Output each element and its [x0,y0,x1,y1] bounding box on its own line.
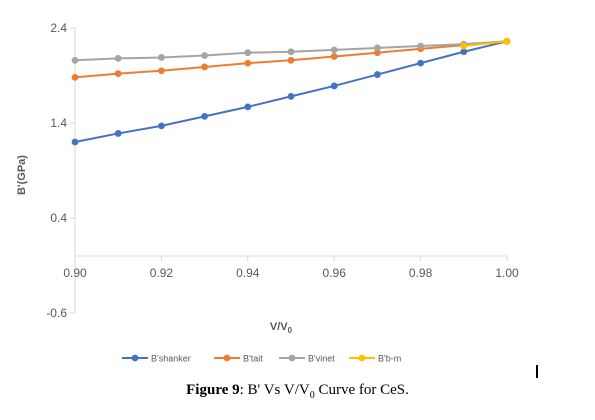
legend-marker [288,354,296,362]
data-point [287,56,295,64]
data-point [201,112,209,120]
x-axis-title-sub: 0 [288,326,293,335]
y-tick-label: 0.4 [50,211,67,225]
data-point [244,103,252,111]
x-axis-title: V/V0 [270,321,293,335]
data-point [158,67,165,75]
legend-marker [131,354,139,362]
data-point [417,42,424,50]
data-point [417,59,424,67]
legend-label: B'tait [243,354,263,364]
x-tick-label: 0.94 [236,266,260,280]
x-tick-label: 0.92 [150,266,174,280]
data-point [330,53,338,60]
figure-caption: Figure 9: B' Vs V/V0 Curve for CeS. [0,382,595,401]
text-cursor [536,365,538,378]
caption-text: : B' Vs V/V [239,382,310,398]
data-point [114,70,122,77]
data-point [287,48,295,56]
data-point [244,49,252,57]
caption-rest: Curve for CeS. [314,382,409,398]
data-point [114,55,122,62]
legend: B'shanker B'tait B'vinet B'b-m [122,354,401,364]
data-point [158,122,165,130]
data-point [201,52,209,59]
x-tick-label: 0.90 [63,266,87,280]
data-point [201,63,209,71]
data-point [460,42,468,50]
series-lines [71,37,511,146]
y-tick-label: 1.4 [50,116,67,130]
x-tick-label: 0.96 [323,266,347,280]
x-tick-label: 1.00 [495,266,519,280]
series-line-3 [463,40,508,48]
legend-label: B'b-m [378,354,401,364]
x-tick-labels: 0.90 0.92 0.94 0.96 0.98 1.00 [63,256,519,280]
caption-label: Figure 9 [186,382,240,398]
y-tick-label: -0.6 [46,306,67,320]
data-point [244,59,252,67]
data-point [158,54,165,61]
data-point [460,48,468,56]
data-point [71,56,79,64]
data-point [114,130,122,137]
legend-marker [223,354,231,362]
data-point [71,138,79,146]
y-tick-label: 2.4 [50,21,67,35]
data-point [287,93,295,100]
data-point [330,46,338,54]
data-point [330,82,338,90]
data-point [503,37,511,45]
x-tick-label: 0.98 [409,266,433,280]
data-point [374,44,381,52]
legend-label: B'shanker [151,354,191,364]
chart: 2.4 1.4 0.4 -0.6 0.90 0.92 0.94 0.96 0.98 1.00 B… [16,21,519,364]
caption-sub: 0 [309,390,315,401]
data-point [374,49,381,57]
series-line-0 [74,40,508,143]
y-tick-labels: 2.4 1.4 0.4 -0.6 [46,21,75,320]
y-axis-title: B'(GPa) [16,155,28,195]
x-axis-title-main: V/V [270,321,288,333]
data-point [71,74,79,81]
legend-label: B'vinet [308,354,335,364]
data-point [374,71,381,78]
legend-marker [358,354,366,362]
